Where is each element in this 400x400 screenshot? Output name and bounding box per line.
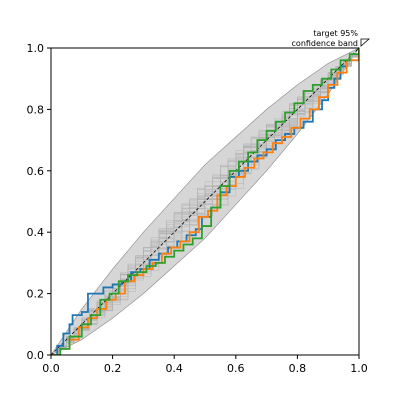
- y-tick-label: 0.0: [27, 349, 45, 362]
- series-line-3: [51, 48, 359, 355]
- y-tick-label: 1.0: [27, 42, 45, 55]
- annotation-arrow-icon: [360, 38, 371, 47]
- diagonal-reference-line: [51, 48, 359, 355]
- y-tick-label: 0.8: [27, 103, 45, 116]
- x-tick-label: 0.6: [227, 362, 245, 375]
- x-tick-label: 1.0: [350, 362, 368, 375]
- x-tick-label: 0.8: [289, 362, 307, 375]
- annotation-line-2: confidence band: [292, 39, 358, 48]
- x-tick-label: 0.0: [42, 362, 60, 375]
- y-tick-label: 0.6: [27, 165, 45, 178]
- series-line-2: [51, 48, 359, 355]
- annotation-line-1: target 95%: [313, 29, 358, 38]
- annotation-group: target 95% confidence band: [292, 29, 371, 48]
- plot-area: [51, 48, 359, 355]
- y-tick-label: 0.4: [27, 226, 45, 239]
- axes-frame: [50, 47, 360, 356]
- x-axis: 0.0 0.2 0.4 0.6 0.8 1.0: [42, 355, 368, 375]
- y-tick-label: 0.2: [27, 288, 45, 301]
- x-tick-label: 0.4: [165, 362, 183, 375]
- y-axis: 0.0 0.2 0.4 0.6 0.8 1.0: [27, 42, 51, 362]
- x-tick-label: 0.2: [104, 362, 122, 375]
